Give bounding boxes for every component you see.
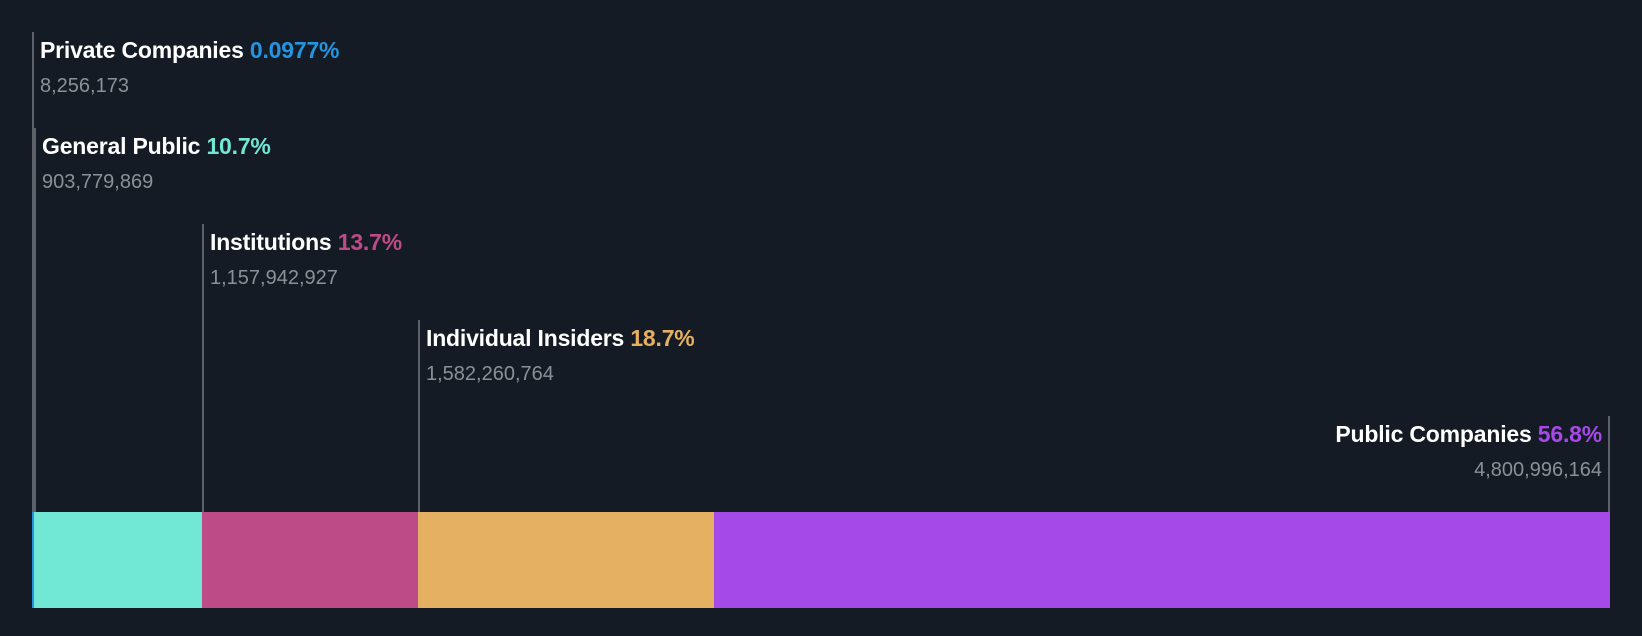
category-count: 1,582,260,764 — [426, 363, 554, 385]
bar-segment-public-companies[interactable] — [714, 512, 1610, 608]
category-percent: 0.0977% — [249, 37, 340, 63]
label-general-public: General Public 10.7% 903,779,869 — [42, 132, 271, 194]
leader-line-general-public — [34, 128, 36, 512]
label-individual-insiders: Individual Insiders 18.7% 1,582,260,764 — [426, 324, 695, 386]
category-count: 903,779,869 — [42, 171, 154, 193]
category-name: Public Companies — [1335, 421, 1532, 447]
bar-segment-private-companies[interactable] — [32, 512, 34, 608]
bar-segment-institutions[interactable] — [202, 512, 418, 608]
category-name: Private Companies — [40, 37, 244, 63]
label-public-companies: Public Companies 56.8% 4,800,996,164 — [1335, 420, 1602, 482]
label-institutions: Institutions 13.7% 1,157,942,927 — [210, 228, 402, 290]
category-count: 1,157,942,927 — [210, 267, 338, 289]
leader-line-public-companies — [1608, 416, 1610, 512]
leader-line-individual-insiders — [418, 320, 420, 512]
label-private-companies: Private Companies 0.0977% 8,256,173 — [40, 36, 339, 98]
category-percent: 10.7% — [206, 133, 271, 159]
leader-line-private-companies — [32, 32, 34, 512]
category-name: Individual Insiders — [426, 325, 625, 351]
category-percent: 18.7% — [630, 325, 695, 351]
category-percent: 56.8% — [1537, 421, 1602, 447]
bar-segment-individual-insiders[interactable] — [418, 512, 714, 608]
category-name: Institutions — [210, 229, 332, 255]
category-count: 4,800,996,164 — [1474, 459, 1602, 481]
category-count: 8,256,173 — [40, 75, 129, 97]
category-percent: 13.7% — [337, 229, 402, 255]
category-name: General Public — [42, 133, 201, 159]
bar-segment-general-public[interactable] — [34, 512, 202, 608]
leader-line-institutions — [202, 224, 204, 512]
